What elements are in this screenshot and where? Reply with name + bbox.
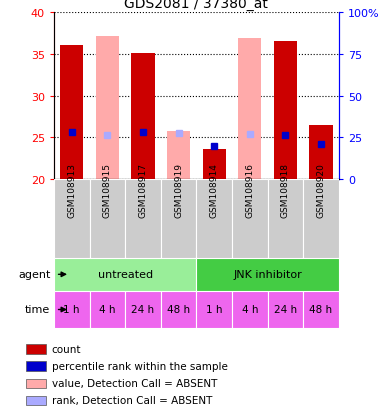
Bar bbox=[96, 36, 119, 180]
Bar bbox=[232, 291, 268, 328]
Text: 48 h: 48 h bbox=[310, 305, 333, 315]
Bar bbox=[60, 46, 83, 180]
Bar bbox=[125, 291, 161, 328]
Text: GSM108916: GSM108916 bbox=[245, 162, 254, 217]
Bar bbox=[27, 344, 46, 354]
Bar bbox=[268, 180, 303, 258]
Title: GDS2081 / 37380_at: GDS2081 / 37380_at bbox=[124, 0, 268, 11]
Bar bbox=[232, 180, 268, 258]
Text: GSM108914: GSM108914 bbox=[210, 163, 219, 217]
Bar bbox=[54, 258, 196, 291]
Text: GSM108915: GSM108915 bbox=[103, 162, 112, 217]
Text: 1 h: 1 h bbox=[206, 305, 223, 315]
Text: GSM108918: GSM108918 bbox=[281, 162, 290, 217]
Bar bbox=[303, 180, 339, 258]
Text: count: count bbox=[52, 344, 81, 354]
Bar bbox=[27, 379, 46, 388]
Bar bbox=[196, 180, 232, 258]
Bar bbox=[303, 291, 339, 328]
Bar bbox=[268, 291, 303, 328]
Bar bbox=[161, 291, 196, 328]
Text: value, Detection Call = ABSENT: value, Detection Call = ABSENT bbox=[52, 378, 217, 388]
Text: GSM108919: GSM108919 bbox=[174, 162, 183, 217]
Text: 4 h: 4 h bbox=[241, 305, 258, 315]
Bar bbox=[310, 126, 333, 180]
Text: 48 h: 48 h bbox=[167, 305, 190, 315]
Bar bbox=[274, 43, 297, 180]
Text: untreated: untreated bbox=[97, 270, 153, 280]
Text: 1 h: 1 h bbox=[64, 305, 80, 315]
Bar bbox=[90, 180, 125, 258]
Text: 24 h: 24 h bbox=[274, 305, 297, 315]
Bar bbox=[167, 131, 190, 180]
Bar bbox=[131, 54, 154, 180]
Bar bbox=[54, 180, 90, 258]
Text: time: time bbox=[25, 305, 50, 315]
Bar bbox=[203, 150, 226, 180]
Bar bbox=[196, 291, 232, 328]
Text: rank, Detection Call = ABSENT: rank, Detection Call = ABSENT bbox=[52, 395, 212, 405]
Bar bbox=[196, 258, 339, 291]
Text: GSM108917: GSM108917 bbox=[139, 162, 147, 217]
Text: agent: agent bbox=[18, 270, 50, 280]
Text: GSM108913: GSM108913 bbox=[67, 162, 76, 217]
Bar bbox=[125, 180, 161, 258]
Text: 4 h: 4 h bbox=[99, 305, 116, 315]
Text: GSM108920: GSM108920 bbox=[316, 163, 325, 217]
Text: JNK inhibitor: JNK inhibitor bbox=[233, 270, 302, 280]
Text: 24 h: 24 h bbox=[131, 305, 154, 315]
Bar bbox=[161, 180, 196, 258]
Text: percentile rank within the sample: percentile rank within the sample bbox=[52, 361, 228, 371]
Bar bbox=[90, 291, 125, 328]
Bar bbox=[27, 396, 46, 405]
Bar bbox=[54, 291, 90, 328]
Bar bbox=[238, 39, 261, 180]
Bar bbox=[27, 362, 46, 371]
